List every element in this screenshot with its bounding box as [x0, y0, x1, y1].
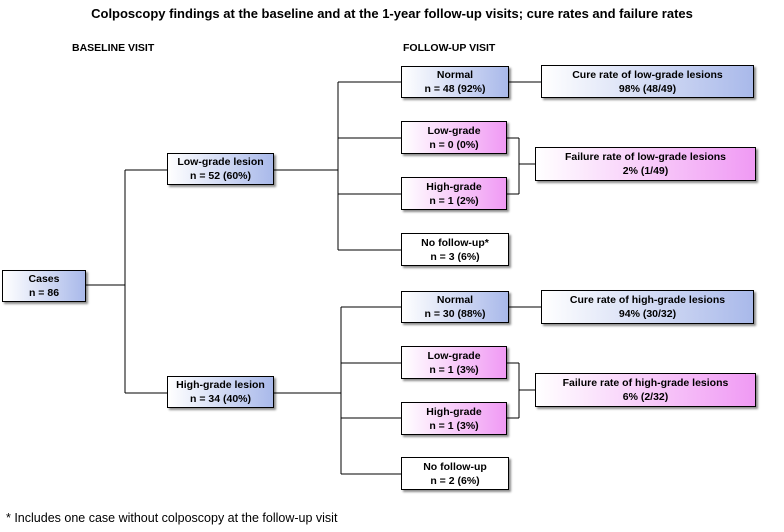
followup-high-normal-box: Normal n = 30 (88%)	[401, 291, 509, 323]
followup-high-normal-title: Normal	[436, 294, 474, 306]
followup-high-lowgrade-title: Low-grade	[427, 349, 481, 362]
chart-title: Colposcopy findings at the baseline and …	[91, 6, 693, 21]
baseline-low-grade-box: Low-grade lesion n = 52 (60%)	[167, 153, 274, 185]
baseline-low-grade-title: Low-grade lesion	[177, 156, 264, 168]
cure-rate-low-box: Cure rate of low-grade lesions 98% (48/4…	[541, 65, 754, 98]
followup-high-highgrade-count: n = 1 (3%)	[429, 419, 479, 432]
followup-low-none-title: No follow-up*	[421, 236, 489, 249]
followup-low-normal-box: Normal n = 48 (92%)	[401, 66, 509, 98]
baseline-high-grade-count: n = 34 (40%)	[190, 393, 251, 405]
followup-visit-label: FOLLOW-UP VISIT	[403, 42, 496, 54]
cases-box: Cases n = 86	[2, 270, 86, 302]
baseline-high-grade-title: High-grade lesion	[176, 379, 265, 391]
followup-low-lowgrade-title: Low-grade	[427, 124, 481, 137]
followup-high-none-box: No follow-up n = 2 (6%)	[401, 457, 509, 490]
followup-low-highgrade-box: High-grade n = 1 (2%)	[401, 177, 507, 210]
failure-rate-high-title: Failure rate of high-grade lesions	[562, 377, 729, 389]
followup-low-highgrade-title: High-grade	[426, 180, 482, 193]
failure-rate-low-value: 2% (1/49)	[622, 165, 669, 177]
followup-low-none-box: No follow-up* n = 3 (6%)	[401, 233, 509, 266]
followup-high-lowgrade-box: Low-grade n = 1 (3%)	[401, 346, 507, 379]
cure-rate-high-value: 94% (30/32)	[618, 308, 677, 320]
followup-high-none-title: No follow-up	[423, 460, 487, 473]
baseline-low-grade-count: n = 52 (60%)	[190, 170, 251, 182]
followup-low-lowgrade-count: n = 0 (0%)	[429, 138, 479, 151]
baseline-high-grade-box: High-grade lesion n = 34 (40%)	[167, 376, 274, 408]
failure-rate-low-title: Failure rate of low-grade lesions	[564, 151, 727, 163]
followup-high-highgrade-box: High-grade n = 1 (3%)	[401, 402, 507, 435]
followup-high-none-count: n = 2 (6%)	[430, 474, 480, 487]
followup-low-none-count: n = 3 (6%)	[430, 250, 480, 263]
followup-low-normal-title: Normal	[436, 69, 474, 81]
followup-low-lowgrade-box: Low-grade n = 0 (0%)	[401, 121, 507, 154]
cure-rate-high-title: Cure rate of high-grade lesions	[569, 294, 726, 306]
cure-rate-high-box: Cure rate of high-grade lesions 94% (30/…	[541, 290, 754, 324]
cases-count: n = 86	[28, 287, 60, 299]
cure-rate-low-title: Cure rate of low-grade lesions	[572, 68, 723, 81]
followup-low-normal-count: n = 48 (92%)	[424, 83, 486, 95]
followup-high-highgrade-title: High-grade	[426, 405, 482, 418]
footnote: * Includes one case without colposcopy a…	[6, 511, 338, 525]
baseline-visit-label: BASELINE VISIT	[72, 42, 155, 54]
cases-title: Cases	[28, 273, 60, 285]
cure-rate-low-value: 98% (48/49)	[618, 82, 677, 95]
followup-high-normal-count: n = 30 (88%)	[424, 308, 486, 320]
followup-low-highgrade-count: n = 1 (2%)	[429, 194, 479, 207]
failure-rate-low-box: Failure rate of low-grade lesions 2% (1/…	[535, 147, 756, 181]
failure-rate-high-value: 6% (2/32)	[622, 391, 669, 403]
failure-rate-high-box: Failure rate of high-grade lesions 6% (2…	[535, 373, 756, 407]
followup-high-lowgrade-count: n = 1 (3%)	[429, 363, 479, 376]
